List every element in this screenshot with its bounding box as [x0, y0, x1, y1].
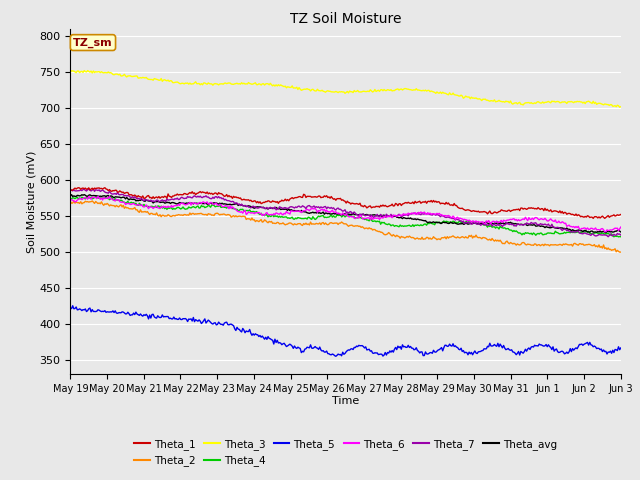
- Theta_4: [239, 206, 246, 212]
- Theta_2: [70, 198, 77, 204]
- Line: Theta_1: Theta_1: [70, 188, 621, 218]
- Theta_2: [616, 249, 623, 255]
- Theta_7: [568, 229, 575, 235]
- Theta_avg: [568, 228, 575, 234]
- Theta_5: [332, 353, 340, 359]
- Theta_4: [568, 229, 575, 235]
- Theta_1: [617, 212, 625, 217]
- Theta_5: [474, 351, 481, 357]
- Theta_avg: [300, 209, 307, 215]
- Theta_3: [67, 69, 74, 75]
- Theta_1: [472, 208, 480, 214]
- Theta_2: [239, 214, 246, 219]
- Theta_7: [617, 232, 625, 238]
- Line: Theta_avg: Theta_avg: [70, 194, 621, 232]
- Theta_5: [69, 303, 77, 309]
- Theta_5: [67, 305, 74, 311]
- Theta_3: [402, 86, 410, 92]
- X-axis label: Time: Time: [332, 396, 359, 406]
- Theta_4: [472, 220, 480, 226]
- Theta_7: [402, 212, 410, 217]
- Theta_6: [472, 218, 480, 224]
- Theta_2: [472, 232, 480, 238]
- Text: TZ_sm: TZ_sm: [73, 37, 113, 48]
- Theta_7: [239, 203, 246, 208]
- Theta_1: [568, 212, 575, 217]
- Theta_6: [568, 224, 575, 229]
- Theta_5: [569, 346, 577, 351]
- Theta_3: [568, 98, 575, 104]
- Theta_avg: [376, 213, 383, 218]
- Theta_2: [67, 199, 74, 204]
- Theta_avg: [472, 220, 480, 226]
- Theta_7: [300, 204, 307, 209]
- Y-axis label: Soil Moisture (mV): Soil Moisture (mV): [27, 150, 36, 253]
- Theta_3: [239, 81, 246, 87]
- Theta_2: [568, 241, 575, 247]
- Theta_4: [376, 218, 383, 224]
- Theta_4: [67, 197, 74, 203]
- Theta_6: [601, 229, 609, 235]
- Theta_5: [300, 349, 307, 355]
- Line: Theta_6: Theta_6: [70, 196, 621, 232]
- Theta_1: [402, 200, 410, 205]
- Theta_5: [617, 345, 625, 351]
- Line: Theta_2: Theta_2: [70, 201, 621, 252]
- Line: Theta_7: Theta_7: [70, 189, 621, 237]
- Line: Theta_4: Theta_4: [70, 196, 621, 237]
- Title: TZ Soil Moisture: TZ Soil Moisture: [290, 12, 401, 26]
- Theta_2: [402, 234, 410, 240]
- Theta_1: [300, 192, 307, 197]
- Theta_1: [101, 185, 109, 191]
- Theta_6: [94, 193, 102, 199]
- Theta_avg: [239, 203, 246, 208]
- Theta_5: [239, 325, 246, 331]
- Theta_4: [614, 234, 622, 240]
- Theta_1: [67, 186, 74, 192]
- Theta_2: [617, 249, 625, 255]
- Theta_3: [472, 95, 480, 101]
- Theta_3: [300, 86, 307, 92]
- Theta_3: [617, 104, 625, 109]
- Theta_5: [403, 345, 411, 350]
- Theta_1: [376, 204, 383, 210]
- Theta_7: [376, 214, 383, 220]
- Theta_7: [90, 186, 97, 192]
- Theta_avg: [67, 193, 74, 199]
- Theta_6: [402, 211, 410, 217]
- Theta_6: [300, 208, 307, 214]
- Theta_6: [376, 216, 383, 222]
- Theta_6: [617, 224, 625, 230]
- Theta_7: [472, 221, 480, 227]
- Theta_3: [376, 88, 383, 94]
- Line: Theta_5: Theta_5: [70, 306, 621, 356]
- Line: Theta_3: Theta_3: [70, 71, 621, 107]
- Theta_avg: [617, 229, 625, 235]
- Theta_6: [239, 210, 246, 216]
- Theta_3: [84, 68, 92, 73]
- Theta_4: [92, 193, 99, 199]
- Theta_7: [604, 234, 612, 240]
- Theta_4: [402, 223, 410, 229]
- Theta_1: [239, 197, 246, 203]
- Theta_7: [67, 187, 74, 193]
- Theta_2: [376, 228, 383, 234]
- Theta_avg: [402, 216, 410, 221]
- Theta_avg: [602, 229, 610, 235]
- Theta_1: [601, 216, 609, 221]
- Theta_5: [377, 351, 385, 357]
- Theta_2: [300, 221, 307, 227]
- Theta_6: [67, 197, 74, 203]
- Legend: Theta_1, Theta_2, Theta_3, Theta_4, Theta_5, Theta_6, Theta_7, Theta_avg: Theta_1, Theta_2, Theta_3, Theta_4, Thet…: [130, 435, 561, 470]
- Theta_4: [617, 234, 625, 240]
- Theta_avg: [81, 192, 88, 197]
- Theta_4: [300, 216, 307, 221]
- Theta_3: [616, 104, 623, 110]
